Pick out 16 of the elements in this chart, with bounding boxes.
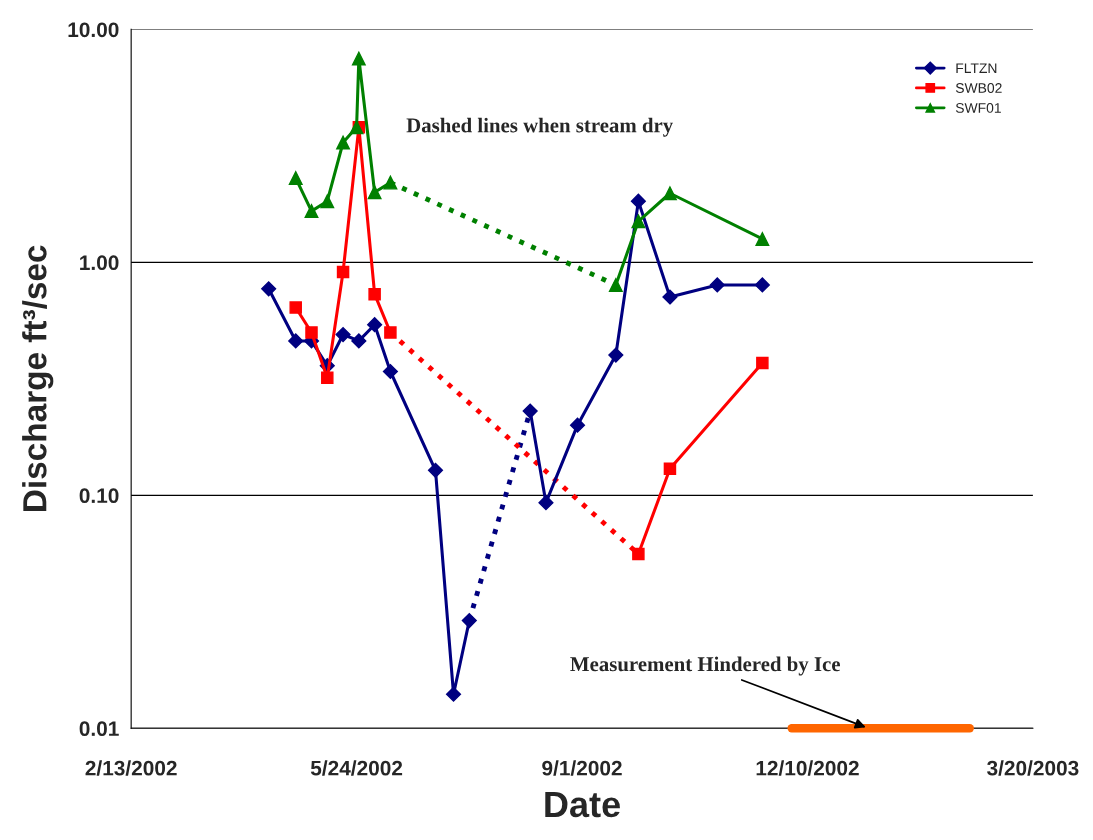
- annotation: Measurement Hindered by Ice: [570, 656, 840, 676]
- x-axis-title: Date: [545, 792, 620, 818]
- annotation: Dashed lines when stream dry: [406, 117, 673, 137]
- x-tick-label: 2/13/2002: [85, 760, 177, 776]
- y-tick-label: 1.00: [80, 255, 119, 271]
- x-tick-label: 3/20/2003: [987, 760, 1079, 776]
- x-tick-label: 9/1/2002: [542, 760, 622, 776]
- legend-label: SWF01: [955, 103, 1001, 113]
- y-tick-label: 10.00: [68, 22, 119, 38]
- legend-label: SWB02: [955, 83, 1002, 93]
- x-tick-label: 12/10/2002: [756, 760, 859, 776]
- y-tick-label: 0.10: [79, 488, 119, 504]
- y-axis-title: Discharge ft³/sec: [22, 245, 54, 511]
- legend-label: FLTZN: [956, 63, 997, 73]
- x-tick-label: 5/24/2002: [310, 760, 403, 776]
- y-tick-label: 0.01: [79, 721, 119, 737]
